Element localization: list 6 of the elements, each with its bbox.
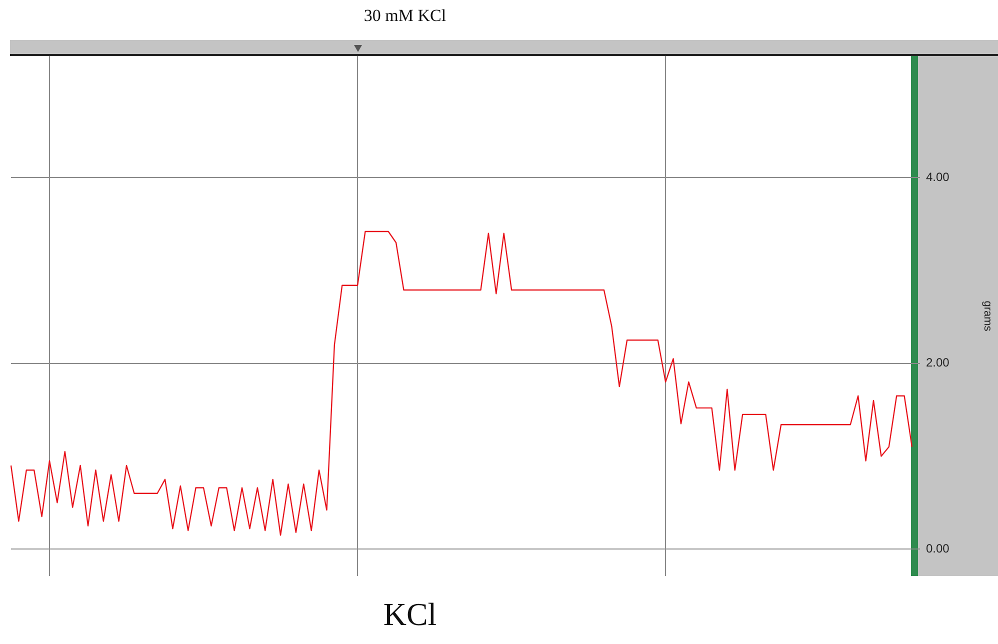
y-tick-label: 2.00 [926, 356, 950, 370]
chart-title: 30 mM KCl [362, 6, 448, 26]
y-tick-label: 4.00 [926, 170, 950, 184]
y-tick-label: 0.00 [926, 541, 950, 556]
y-axis-title: grams [981, 300, 994, 332]
text: KCl [382, 596, 438, 633]
